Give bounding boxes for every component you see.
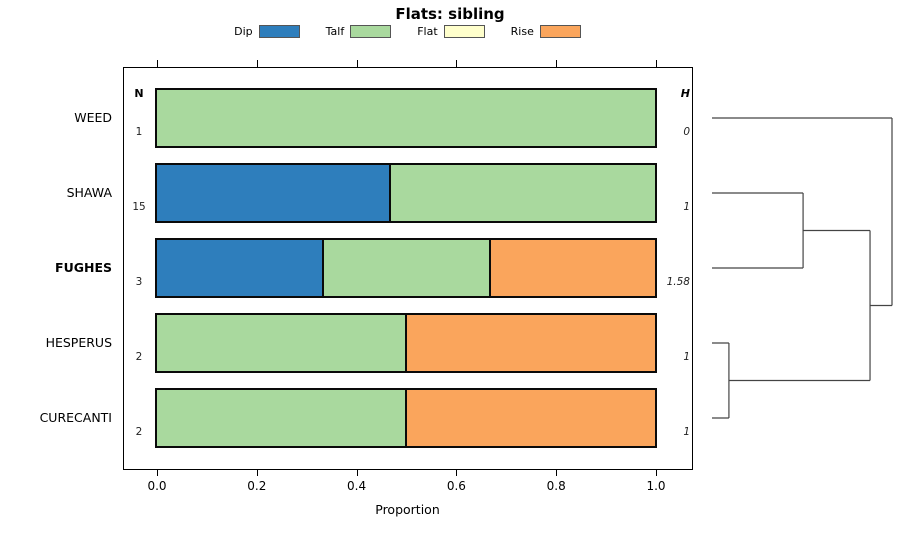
axis-tick-top: [456, 60, 458, 67]
n-value: 2: [135, 426, 143, 438]
bar-segment-talf: [157, 90, 655, 146]
stacked-bar-curecanti: [155, 388, 657, 448]
legend-swatch-icon: [539, 25, 581, 38]
row-label-curecanti: CURECANTI: [39, 410, 112, 425]
axis-tick-top: [656, 60, 657, 67]
n-value: 3: [135, 276, 143, 288]
axis-tick-label: 1.0: [646, 479, 666, 493]
n-column-header: N: [134, 87, 144, 100]
h-column-header: H: [680, 87, 690, 100]
axis-tick-bottom: [556, 469, 558, 476]
legend-item-rise: Rise: [511, 25, 581, 38]
stacked-bar-hesperus: [155, 313, 657, 373]
n-value: 15: [132, 201, 146, 213]
h-value: 1.58: [666, 276, 690, 288]
stacked-bar-fughes: [155, 238, 657, 298]
axis-tick-bottom: [256, 469, 258, 476]
h-value: 1: [683, 201, 690, 213]
bar-segment-talf: [157, 315, 405, 371]
x-axis-label: Proportion: [375, 502, 440, 517]
axis-tick-top: [256, 60, 258, 67]
bar-segment-talf: [321, 240, 489, 296]
chart-title: Flats: sibling: [395, 5, 505, 23]
row-label-fughes: FUGHES: [55, 260, 112, 275]
axis-tick-top: [157, 60, 158, 67]
bar-segment-rise: [405, 390, 655, 446]
legend-label: Rise: [510, 25, 534, 38]
dendrogram: [712, 117, 893, 419]
axis-tick-label: 0.8: [546, 479, 566, 493]
axis-tick-bottom: [656, 469, 657, 476]
bar-segment-rise: [488, 240, 655, 296]
stacked-bar-weed: [155, 88, 657, 148]
axis-tick-bottom: [456, 469, 458, 476]
legend-label: Dip: [234, 25, 253, 38]
row-label-hesperus: HESPERUS: [45, 335, 112, 350]
h-value: 1: [683, 426, 690, 438]
legend: Dip Talf Flat Rise: [123, 25, 692, 38]
legend-swatch-icon: [443, 25, 485, 38]
legend-swatch-icon: [350, 25, 392, 38]
legend-swatch-icon: [258, 25, 300, 38]
bar-segment-talf: [157, 390, 405, 446]
row-label-shawa: SHAWA: [66, 185, 112, 200]
legend-item-dip: Dip: [234, 25, 300, 38]
axis-tick-label: 0.0: [147, 479, 167, 493]
legend-item-flat: Flat: [417, 25, 485, 38]
n-value: 1: [135, 126, 143, 138]
legend-item-talf: Talf: [326, 25, 392, 38]
h-value: 1: [683, 351, 690, 363]
h-value: 0: [683, 126, 690, 138]
axis-tick-label: 0.2: [247, 479, 267, 493]
bar-segment-talf: [388, 165, 655, 221]
row-label-weed: WEED: [74, 110, 112, 125]
bar-segment-dip: [157, 240, 322, 296]
axis-tick-bottom: [157, 469, 158, 476]
bar-segment-dip: [157, 165, 389, 221]
bar-segment-rise: [405, 315, 655, 371]
axis-tick-label: 0.6: [446, 479, 466, 493]
axis-tick-label: 0.4: [347, 479, 367, 493]
stacked-bar-shawa: [155, 163, 657, 223]
legend-label: Talf: [325, 25, 345, 38]
axis-tick-bottom: [356, 469, 358, 476]
axis-tick-top: [356, 60, 358, 67]
legend-label: Flat: [417, 25, 438, 38]
n-value: 2: [135, 351, 143, 363]
axis-tick-top: [556, 60, 558, 67]
